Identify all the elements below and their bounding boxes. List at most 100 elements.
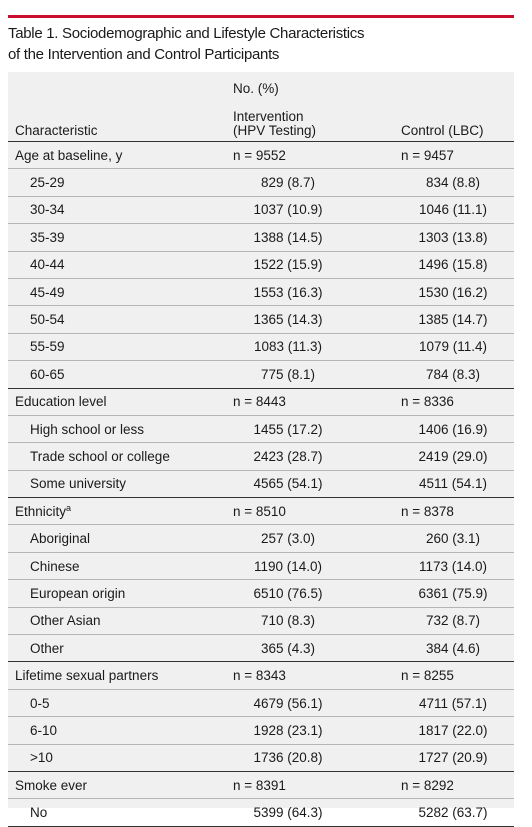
table-row: No 5399 (64.3) 5282 (63.7) (8, 799, 515, 827)
intervention-value: 1553 (16.3) (253, 284, 323, 300)
intervention-value: 365 (4.3) (260, 640, 316, 656)
control-value: 1079 (11.4) (418, 339, 488, 355)
table-row: >10 1736 (20.8) 1727 (20.9) (8, 744, 515, 772)
table-row: 35-39 1388 (14.5) 1303 (13.8) (8, 224, 515, 252)
row-label: High school or less (30, 421, 145, 437)
table-row: Trade school or college 2423 (28.7) 2419 (… (8, 443, 515, 471)
row-label: 50-54 (30, 312, 65, 328)
section-row-partners: Lifetime sexual partners n = 8343 n = 8255 (8, 662, 515, 690)
no-pct-header: No. (%) (233, 81, 279, 96)
control-column-header: Control (LBC) (394, 102, 515, 142)
intervention-value: 4565 (54.1) (253, 476, 323, 492)
table-row: European origin 6510 (76.5) 6361 (75.9) (8, 580, 515, 608)
data-table-container: No. (%) Characteristic Intervention (HPV… (8, 72, 515, 827)
section-n-control: n = 8336 (401, 394, 454, 410)
intervention-header-line-1: Intervention (233, 109, 304, 124)
control-value: 1303 (13.8) (418, 229, 488, 245)
intervention-value: 1190 (14.0) (253, 558, 323, 574)
intervention-value: 1388 (14.5) (253, 229, 323, 245)
row-label: No (30, 805, 48, 821)
intervention-value: 1455 (17.2) (253, 421, 323, 437)
row-label: Aboriginal (30, 531, 91, 547)
table-row: 6-10 1928 (23.1) 1817 (22.0) (8, 717, 515, 745)
table-title-line-1: Table 1. Sociodemographic and Lifestyle … (8, 25, 365, 42)
intervention-column-header: Intervention (HPV Testing) (226, 102, 394, 142)
control-value: 1385 (14.7) (418, 312, 488, 328)
characteristics-table: No. (%) Characteristic Intervention (HPV… (8, 72, 515, 827)
intervention-value: 1736 (20.8) (253, 750, 323, 766)
row-label: 25-29 (30, 175, 65, 191)
intervention-value: 6510 (76.5) (253, 585, 323, 601)
row-label: 35-39 (30, 229, 65, 245)
row-label: 60-65 (30, 366, 65, 382)
section-n-intervention: n = 9552 (233, 147, 286, 163)
header-row-columns: Characteristic Intervention (HPV Testing… (8, 102, 515, 142)
control-value: 4711 (57.1) (418, 695, 488, 711)
intervention-header-line-2: (HPV Testing) (233, 123, 317, 138)
table-row: 50-54 1365 (14.3) 1385 (14.7) (8, 306, 515, 334)
table-row: Aboriginal 257 (3.0) 260 (3.1) (8, 525, 515, 553)
control-value: 1173 (14.0) (418, 558, 488, 574)
header-row-top: No. (%) (8, 72, 514, 102)
table-row: 55-59 1083 (11.3) 1079 (11.4) (8, 333, 515, 361)
intervention-value: 2423 (28.7) (253, 448, 323, 464)
section-label: Education level (15, 394, 107, 410)
control-value: 834 (8.8) (425, 175, 481, 191)
section-n-control: n = 8292 (401, 777, 454, 793)
intervention-value: 1365 (14.3) (253, 312, 323, 328)
control-value: 784 (8.3) (425, 366, 481, 382)
control-value: 1817 (22.0) (418, 722, 488, 738)
row-label: >10 (30, 750, 53, 766)
row-label: 30-34 (30, 202, 65, 218)
footnote-marker: a (66, 503, 72, 514)
table-row: 60-65 775 (8.1) 784 (8.3) (8, 361, 515, 389)
intervention-value: 1083 (11.3) (253, 339, 323, 355)
table-row: 0-5 4679 (56.1) 4711 (57.1) (8, 689, 515, 717)
table-row: 40-44 1522 (15.9) 1496 (15.8) (8, 251, 515, 279)
control-value: 2419 (29.0) (418, 448, 488, 464)
control-value: 1496 (15.8) (418, 257, 488, 273)
row-label: Other Asian (30, 613, 101, 629)
section-label: Ethnicitya (15, 503, 72, 520)
control-value: 4511 (54.1) (418, 476, 488, 492)
section-n-control: n = 8255 (401, 668, 454, 684)
row-label: European origin (30, 585, 126, 601)
characteristic-column-header: Characteristic (8, 102, 226, 142)
row-label: 0-5 (30, 695, 50, 711)
table-title: Table 1. Sociodemographic and Lifestyle … (8, 23, 514, 65)
section-n-intervention: n = 8443 (233, 394, 286, 410)
control-value: 6361 (75.9) (418, 585, 488, 601)
table-row: 25-29 829 (8.7) 834 (8.8) (8, 169, 515, 197)
intervention-value: 1522 (15.9) (253, 257, 323, 273)
table-row: Other Asian 710 (8.3) 732 (8.7) (8, 607, 515, 635)
section-row-education: Education level n = 8443 n = 8336 (8, 388, 515, 416)
control-value: 5282 (63.7) (418, 805, 488, 821)
section-n-control: n = 9457 (401, 147, 454, 163)
intervention-value: 829 (8.7) (260, 175, 316, 191)
intervention-value: 710 (8.3) (260, 613, 316, 629)
intervention-value: 257 (3.0) (260, 531, 316, 547)
intervention-value: 1037 (10.9) (253, 202, 323, 218)
table-header: No. (%) Characteristic Intervention (HPV… (8, 72, 515, 142)
row-label: 45-49 (30, 284, 65, 300)
section-row-age: Age at baseline, y n = 9552 n = 9457 (8, 142, 515, 169)
control-value: 1727 (20.9) (418, 750, 488, 766)
table-row: 30-34 1037 (10.9) 1046 (11.1) (8, 196, 515, 224)
section-n-control: n = 8378 (401, 503, 454, 519)
row-label: Other (30, 640, 64, 656)
table-row: Some university 4565 (54.1) 4511 (54.1) (8, 470, 515, 498)
control-value: 260 (3.1) (425, 531, 481, 547)
control-value: 1406 (16.9) (418, 421, 488, 437)
table-row: High school or less 1455 (17.2) 1406 (16.9… (8, 415, 515, 443)
table-body: Age at baseline, y n = 9552 n = 9457 25-29 8… (8, 142, 515, 827)
section-n-intervention: n = 8510 (233, 503, 286, 519)
table-row: Other 365 (4.3) 384 (4.6) (8, 635, 515, 662)
intervention-value: 775 (8.1) (260, 366, 316, 382)
section-label: Smoke ever (15, 777, 88, 793)
intervention-value: 5399 (64.3) (253, 805, 323, 821)
intervention-value: 1928 (23.1) (253, 722, 323, 738)
control-value: 1530 (16.2) (418, 284, 488, 300)
control-value: 732 (8.7) (425, 613, 481, 629)
table-row: 45-49 1553 (16.3) 1530 (16.2) (8, 278, 515, 306)
